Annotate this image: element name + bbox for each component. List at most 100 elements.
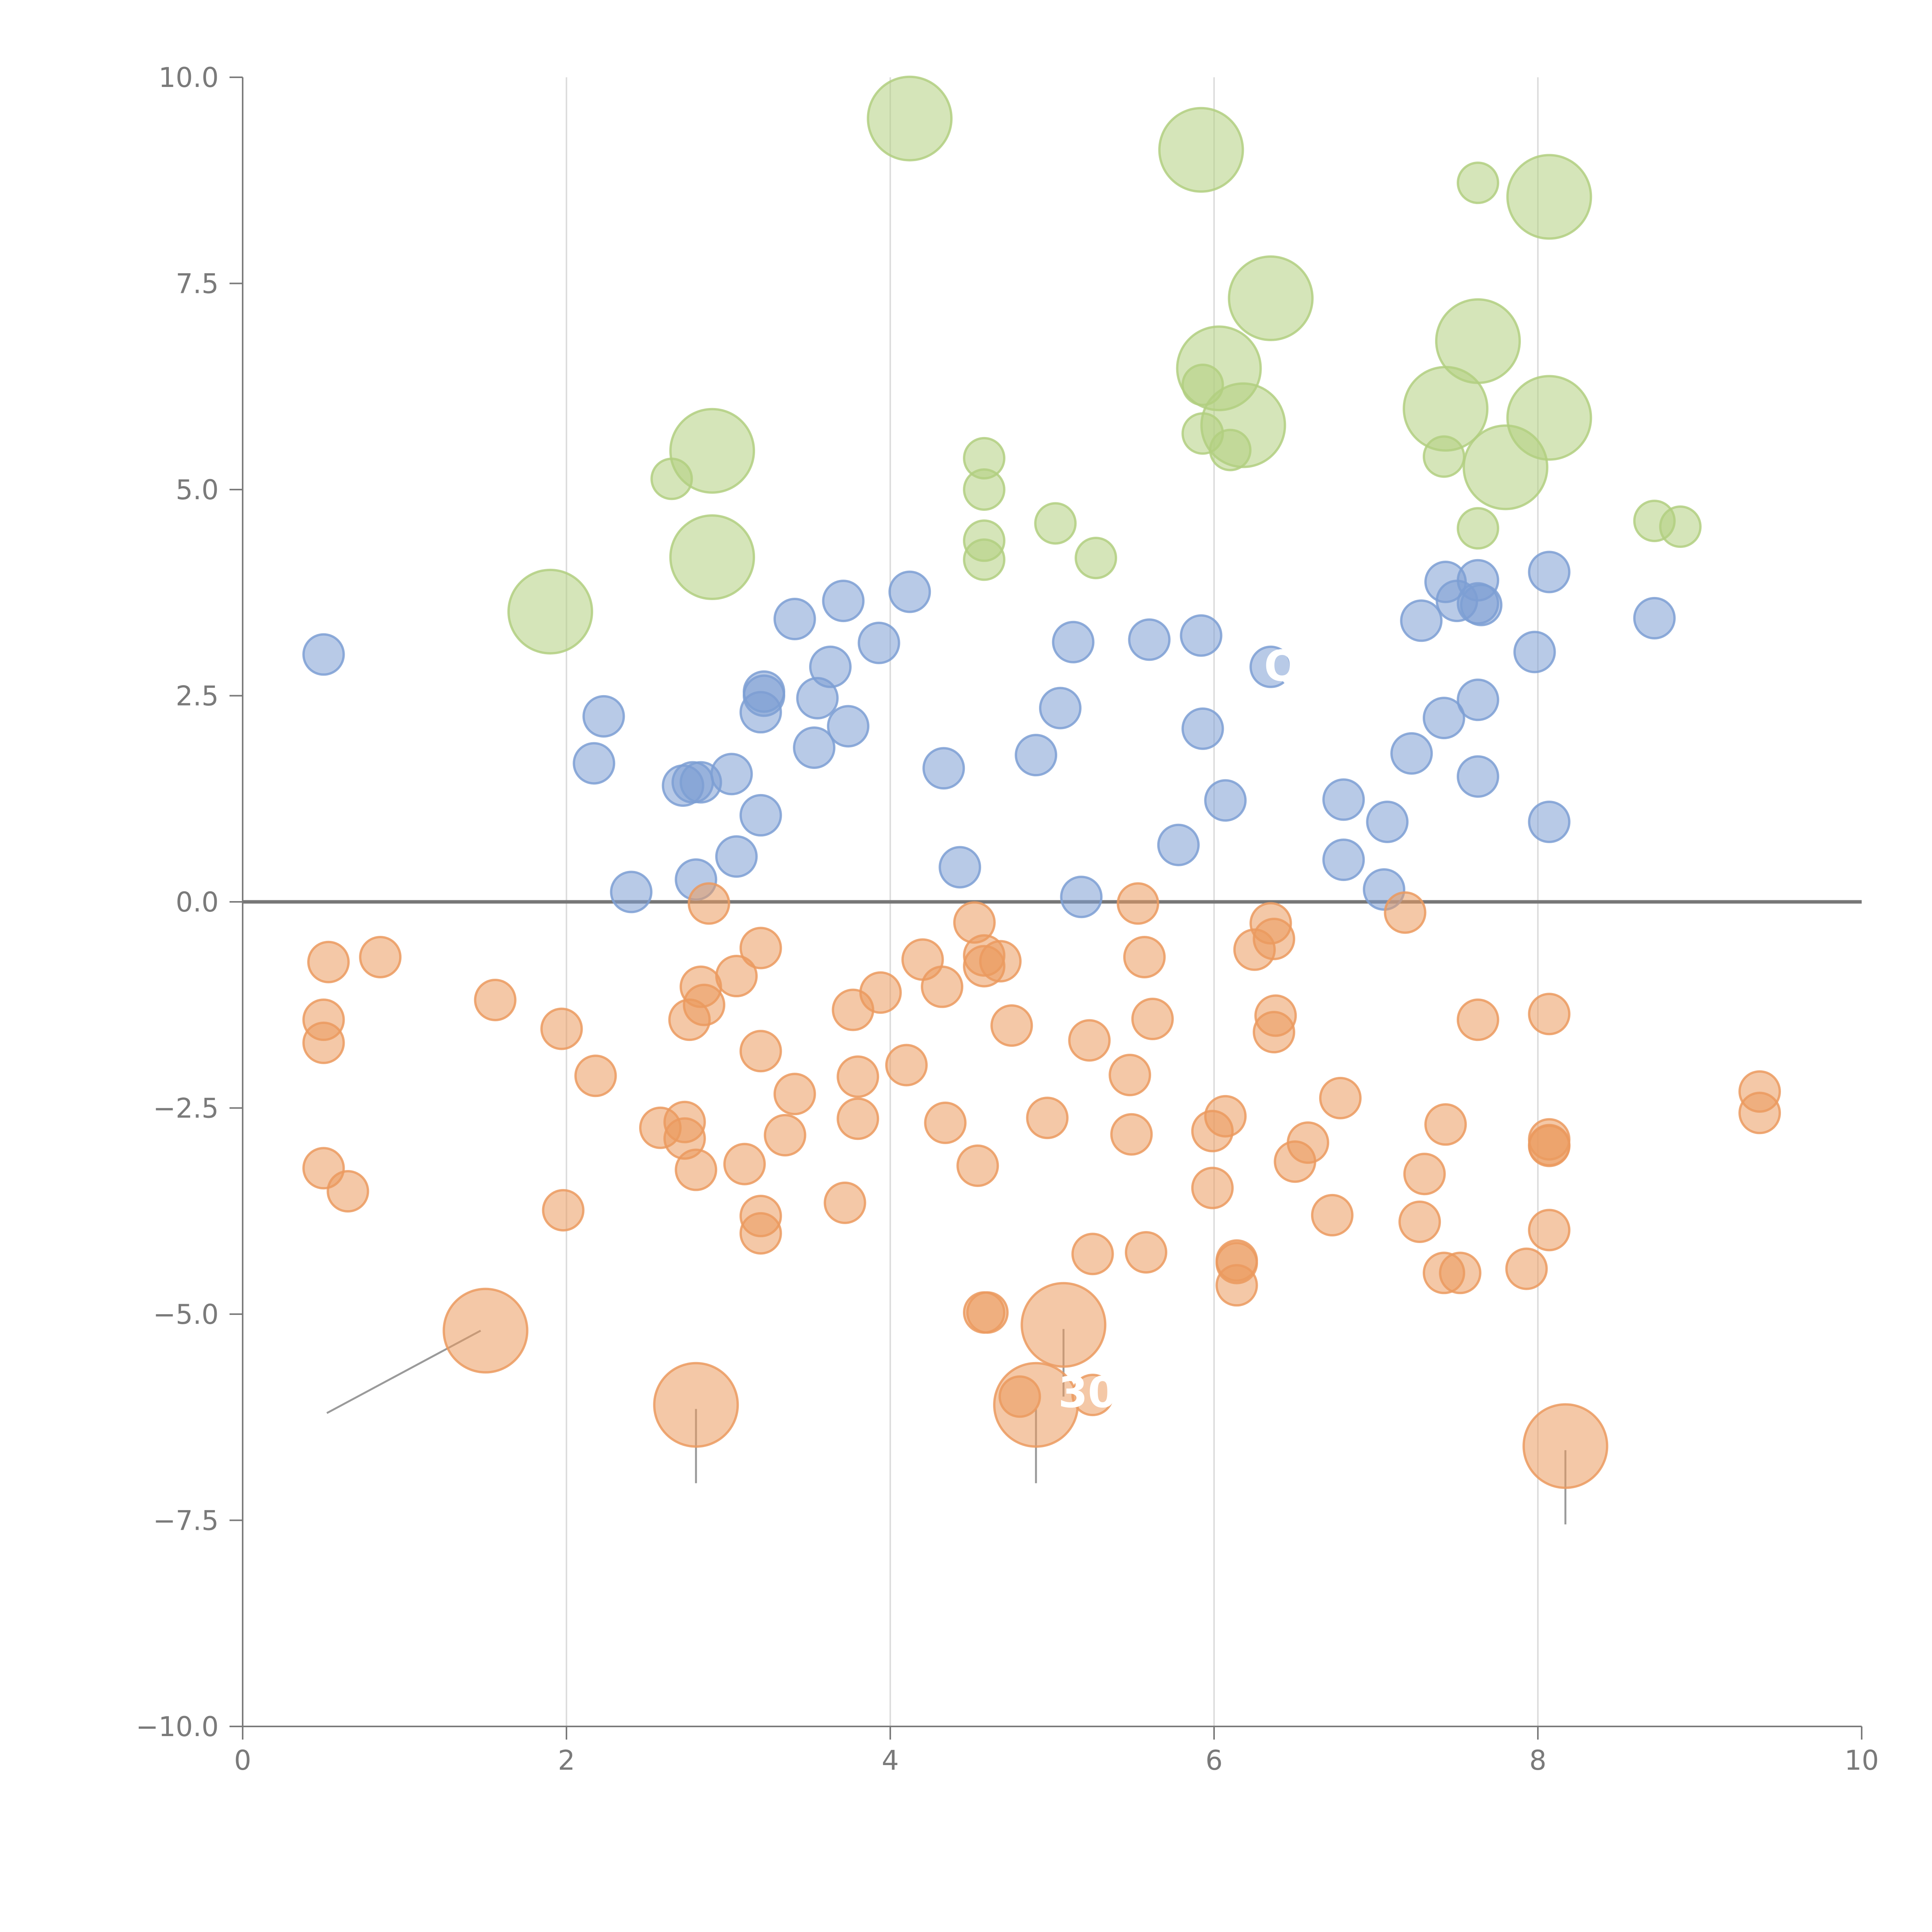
x-tick-label: 2 xyxy=(558,1745,575,1776)
blue-point xyxy=(1052,621,1095,663)
orange-large-point xyxy=(442,1287,529,1374)
orange-point xyxy=(1123,935,1166,978)
y-tick-label: 10.0 xyxy=(158,62,219,94)
orange-large-point xyxy=(653,1362,739,1448)
x-tick-label: 8 xyxy=(1529,1745,1547,1776)
orange-point xyxy=(1528,993,1571,1036)
y-tick-label: 5.0 xyxy=(176,474,219,506)
orange-point xyxy=(1110,1113,1153,1156)
orange-point xyxy=(1117,882,1160,925)
blue-point xyxy=(1456,755,1499,798)
orange-point xyxy=(1528,1124,1571,1167)
orange-point xyxy=(837,1055,879,1098)
orange-point xyxy=(687,882,730,925)
blue-point xyxy=(822,580,865,622)
orange-point xyxy=(675,1148,718,1191)
green-large-point xyxy=(1506,154,1592,240)
orange-point xyxy=(1253,918,1296,961)
y-tick-label: −2.5 xyxy=(153,1093,219,1124)
green-large-point xyxy=(1158,107,1244,193)
blue-point xyxy=(1322,838,1365,881)
blue-point xyxy=(1528,801,1571,844)
green-large-point xyxy=(669,514,755,600)
blue-point xyxy=(1513,631,1556,673)
orange-point xyxy=(715,955,758,998)
orange-point xyxy=(764,1114,806,1156)
orange-point xyxy=(773,1073,816,1116)
green-large-point xyxy=(1435,298,1521,384)
green-point xyxy=(963,468,1006,511)
orange-point xyxy=(979,940,1022,983)
orange-point xyxy=(885,1044,928,1087)
blue-point xyxy=(610,871,653,913)
orange-point xyxy=(1384,891,1427,934)
blue-point xyxy=(1249,645,1292,688)
orange-point xyxy=(859,971,902,1014)
orange-large-point xyxy=(1020,1282,1107,1368)
green-point xyxy=(1034,502,1077,545)
blue-point xyxy=(809,645,852,688)
green-large-point xyxy=(1506,375,1592,461)
orange-point xyxy=(1125,1231,1168,1274)
orange-point xyxy=(1204,1095,1247,1138)
orange-point xyxy=(574,1054,617,1097)
blue-point xyxy=(1390,732,1433,775)
green-large-point xyxy=(867,75,953,162)
y-tick-label: 7.5 xyxy=(176,268,219,300)
orange-point xyxy=(1287,1121,1330,1164)
green-point xyxy=(1659,505,1702,548)
orange-large-point xyxy=(1522,1403,1609,1489)
bubble-annotation: 30 xyxy=(1058,1368,1117,1417)
blue-point xyxy=(715,835,758,878)
orange-point xyxy=(966,1291,1009,1334)
orange-point xyxy=(1456,998,1499,1041)
orange-point xyxy=(1528,1209,1571,1252)
y-tick-label: 0.0 xyxy=(176,886,219,918)
blue-point xyxy=(1366,801,1409,844)
orange-point xyxy=(307,940,350,983)
orange-point xyxy=(1026,1097,1069,1139)
x-tick-label: 6 xyxy=(1206,1745,1223,1776)
blue-point xyxy=(939,846,981,889)
orange-point xyxy=(1254,994,1297,1037)
orange-point xyxy=(1071,1233,1114,1276)
blue-point xyxy=(1400,599,1443,642)
blue-point xyxy=(1456,679,1499,721)
orange-point xyxy=(1109,1054,1151,1097)
x-tick-label: 10 xyxy=(1844,1745,1879,1776)
green-large-point xyxy=(507,568,594,655)
orange-point xyxy=(739,1030,782,1073)
orange-point xyxy=(1215,1264,1258,1307)
x-tick-label: 4 xyxy=(882,1745,899,1776)
orange-point xyxy=(540,1007,583,1050)
bubble-annotation: Q xyxy=(1264,641,1300,691)
orange-point xyxy=(683,983,726,1026)
green-large-point xyxy=(669,408,755,494)
blue-point xyxy=(710,753,753,796)
orange-point xyxy=(474,978,517,1021)
orange-point xyxy=(921,965,964,1008)
orange-point xyxy=(1191,1167,1234,1209)
y-tick-label: 2.5 xyxy=(176,680,219,712)
orange-point xyxy=(1439,1252,1481,1294)
blue-point xyxy=(582,695,625,738)
blue-point xyxy=(1015,734,1058,777)
blue-point xyxy=(827,705,870,748)
orange-point xyxy=(739,927,782,969)
tick-labels: 0 2 4 6 8 10 −10.0 −7.5 −5.0 −2.5 0.0 2.5 5.0 7.5 10.0 xyxy=(136,62,1879,1776)
orange-point xyxy=(1424,1103,1467,1146)
blue-point xyxy=(1322,778,1365,821)
orange-point xyxy=(990,1004,1033,1047)
orange-large-point xyxy=(993,1362,1079,1448)
blue-point xyxy=(573,742,616,785)
orange-point xyxy=(1738,1092,1781,1134)
y-tick-label: −7.5 xyxy=(153,1505,219,1537)
y-tick-label: −5.0 xyxy=(153,1299,219,1330)
orange-point xyxy=(302,1021,345,1064)
orange-point xyxy=(956,1144,999,1187)
blue-point xyxy=(1460,583,1503,626)
orange-point xyxy=(1505,1247,1548,1290)
blue-point xyxy=(739,794,782,837)
orange-point xyxy=(1311,1194,1354,1236)
